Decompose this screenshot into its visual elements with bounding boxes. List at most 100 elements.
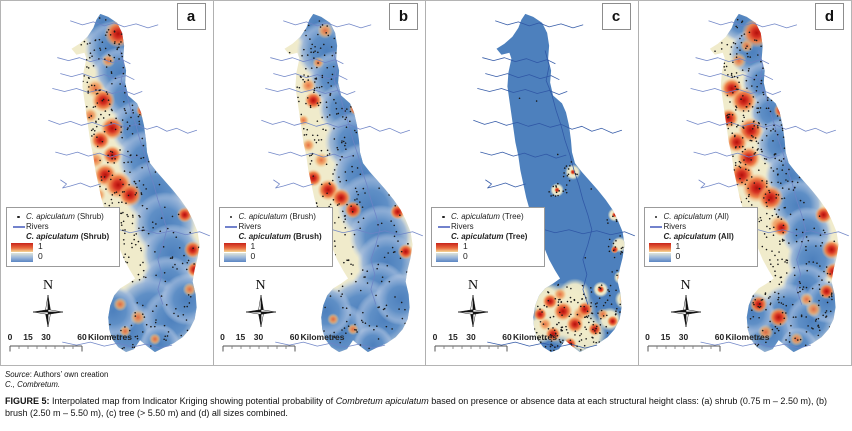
probability-ramp-low [11, 252, 33, 262]
river-line-icon [437, 226, 450, 228]
caption-area: Source: Authors’ own creation C., Combre… [0, 368, 852, 419]
map-panel: a C. apiculatum (Shrub) Rivers C. apicul… [1, 1, 214, 365]
point-marker-icon [654, 215, 658, 219]
figure-caption: FIGURE 5: Interpolated map from Indicato… [5, 396, 827, 418]
legend-rivers-label: Rivers [451, 222, 474, 232]
legend-points-row: C. apiculatum (Tree) [436, 212, 542, 222]
river-line-icon [650, 226, 662, 228]
probability-ramp-high [436, 242, 458, 252]
legend-low-row: 0 [11, 251, 117, 262]
source-line-2: C., Combretum. [5, 380, 61, 390]
north-arrow-icon [245, 294, 276, 328]
kriging-map [260, 13, 423, 353]
legend-points-label: C. apiculatum (All) [663, 212, 729, 222]
legend-value-high: 1 [38, 241, 43, 252]
legend-low-row: 0 [223, 251, 330, 262]
legend-surface-header: C. apiculatum (Shrub) [11, 232, 117, 242]
legend-value-low: 0 [463, 251, 468, 262]
scale-bar-labels: 0 15 30 60 Kilometres [7, 332, 132, 342]
legend-rivers-label: Rivers [238, 222, 262, 232]
legend-surface-label: C. apiculatum (Brush) [238, 232, 322, 242]
north-label: N [680, 278, 691, 293]
scale-bar-labels: 0 15 30 60 Kilometres [220, 332, 345, 342]
scale-bar-unit: Kilometres [513, 332, 557, 342]
north-arrow-icon [670, 294, 701, 328]
scale-bar-unit: Kilometres [300, 332, 345, 342]
north-label: N [255, 278, 266, 293]
map-panel: b C. apiculatum (Brush) Rivers C. apicul… [214, 1, 427, 365]
scale-bar: 0 15 30 60 Kilometres [214, 332, 427, 358]
probability-ramp-low [223, 252, 246, 262]
kriging-map [48, 13, 210, 353]
legend-points-label: C. apiculatum (Brush) [238, 212, 316, 222]
probability-ramp-high [648, 242, 671, 252]
legend-surface-label: C. apiculatum (All) [663, 232, 734, 242]
panel-label: d [815, 3, 844, 30]
map-legend: C. apiculatum (Shrub) Rivers C. apiculat… [6, 207, 120, 267]
legend-surface-label: C. apiculatum (Tree) [451, 232, 528, 242]
scale-bar: 0 15 30 60 Kilometres [1, 332, 214, 358]
north-arrow-icon [32, 294, 64, 328]
river-line-icon [12, 226, 25, 228]
legend-rivers-row: Rivers [11, 222, 117, 232]
north-arrow-icon [457, 294, 489, 328]
legend-rivers-row: Rivers [436, 222, 542, 232]
legend-rivers-label: Rivers [26, 222, 49, 232]
legend-high-row: 1 [436, 241, 542, 252]
legend-surface-label: C. apiculatum (Shrub) [26, 232, 110, 242]
legend-value-high: 1 [250, 241, 256, 252]
scale-bar-labels: 0 15 30 60 Kilometres [645, 332, 770, 342]
scale-bar-line [434, 345, 508, 352]
north-label: N [42, 278, 54, 293]
north-label: N [467, 278, 479, 293]
kriging-map [473, 13, 635, 353]
legend-value-low: 0 [250, 251, 256, 262]
legend-high-row: 1 [11, 241, 117, 252]
probability-ramp-low [436, 252, 458, 262]
scale-bar-unit: Kilometres [725, 332, 770, 342]
legend-high-row: 1 [648, 241, 755, 252]
legend-low-row: 0 [648, 251, 755, 262]
legend-high-row: 1 [223, 241, 330, 252]
point-marker-icon [229, 215, 233, 219]
legend-rivers-row: Rivers [224, 222, 330, 232]
panel-label: c [601, 3, 631, 30]
probability-ramp-low [648, 252, 671, 262]
panel-label: a [176, 3, 206, 30]
map-panel: d C. apiculatum (All) Rivers C. apiculat… [639, 1, 852, 365]
legend-low-row: 0 [436, 251, 542, 262]
map-panel: c C. apiculatum (Tree) Rivers C. apicula… [426, 1, 639, 365]
legend-value-low: 0 [675, 251, 681, 262]
map-strip: a C. apiculatum (Shrub) Rivers C. apicul… [0, 0, 852, 366]
scale-bar-labels: 0 15 30 60 Kilometres [432, 332, 557, 342]
scale-bar-unit: Kilometres [88, 332, 132, 342]
legend-points-label: C. apiculatum (Shrub) [26, 212, 104, 222]
legend-value-high: 1 [463, 241, 468, 252]
river-line-icon [225, 226, 237, 228]
legend-rivers-row: Rivers [649, 222, 755, 232]
legend-points-row: C. apiculatum (Shrub) [11, 212, 117, 222]
legend-surface-header: C. apiculatum (Tree) [436, 232, 542, 242]
map-legend: C. apiculatum (All) Rivers C. apiculatum… [643, 207, 758, 267]
legend-surface-header: C. apiculatum (Brush) [224, 232, 330, 242]
legend-points-row: C. apiculatum (All) [649, 212, 755, 222]
source-line-1: Source: Authors’ own creation [5, 370, 109, 379]
scale-bar-line [647, 345, 720, 352]
legend-surface-header: C. apiculatum (All) [649, 232, 755, 242]
probability-ramp-high [223, 242, 246, 252]
legend-points-row: C. apiculatum (Brush) [224, 212, 330, 222]
probability-ramp-high [11, 242, 33, 252]
legend-rivers-label: Rivers [663, 222, 687, 232]
map-legend: C. apiculatum (Brush) Rivers C. apiculat… [218, 207, 333, 267]
scale-bar: 0 15 30 60 Kilometres [426, 332, 639, 358]
scale-bar: 0 15 30 60 Kilometres [639, 332, 852, 358]
map-legend: C. apiculatum (Tree) Rivers C. apiculatu… [431, 207, 545, 267]
kriging-map [685, 13, 849, 353]
legend-value-low: 0 [38, 251, 43, 262]
scale-bar-line [222, 345, 295, 352]
panel-label: b [389, 3, 418, 30]
legend-points-label: C. apiculatum (Tree) [451, 212, 524, 222]
scale-bar-line [9, 345, 83, 352]
legend-value-high: 1 [675, 241, 681, 252]
